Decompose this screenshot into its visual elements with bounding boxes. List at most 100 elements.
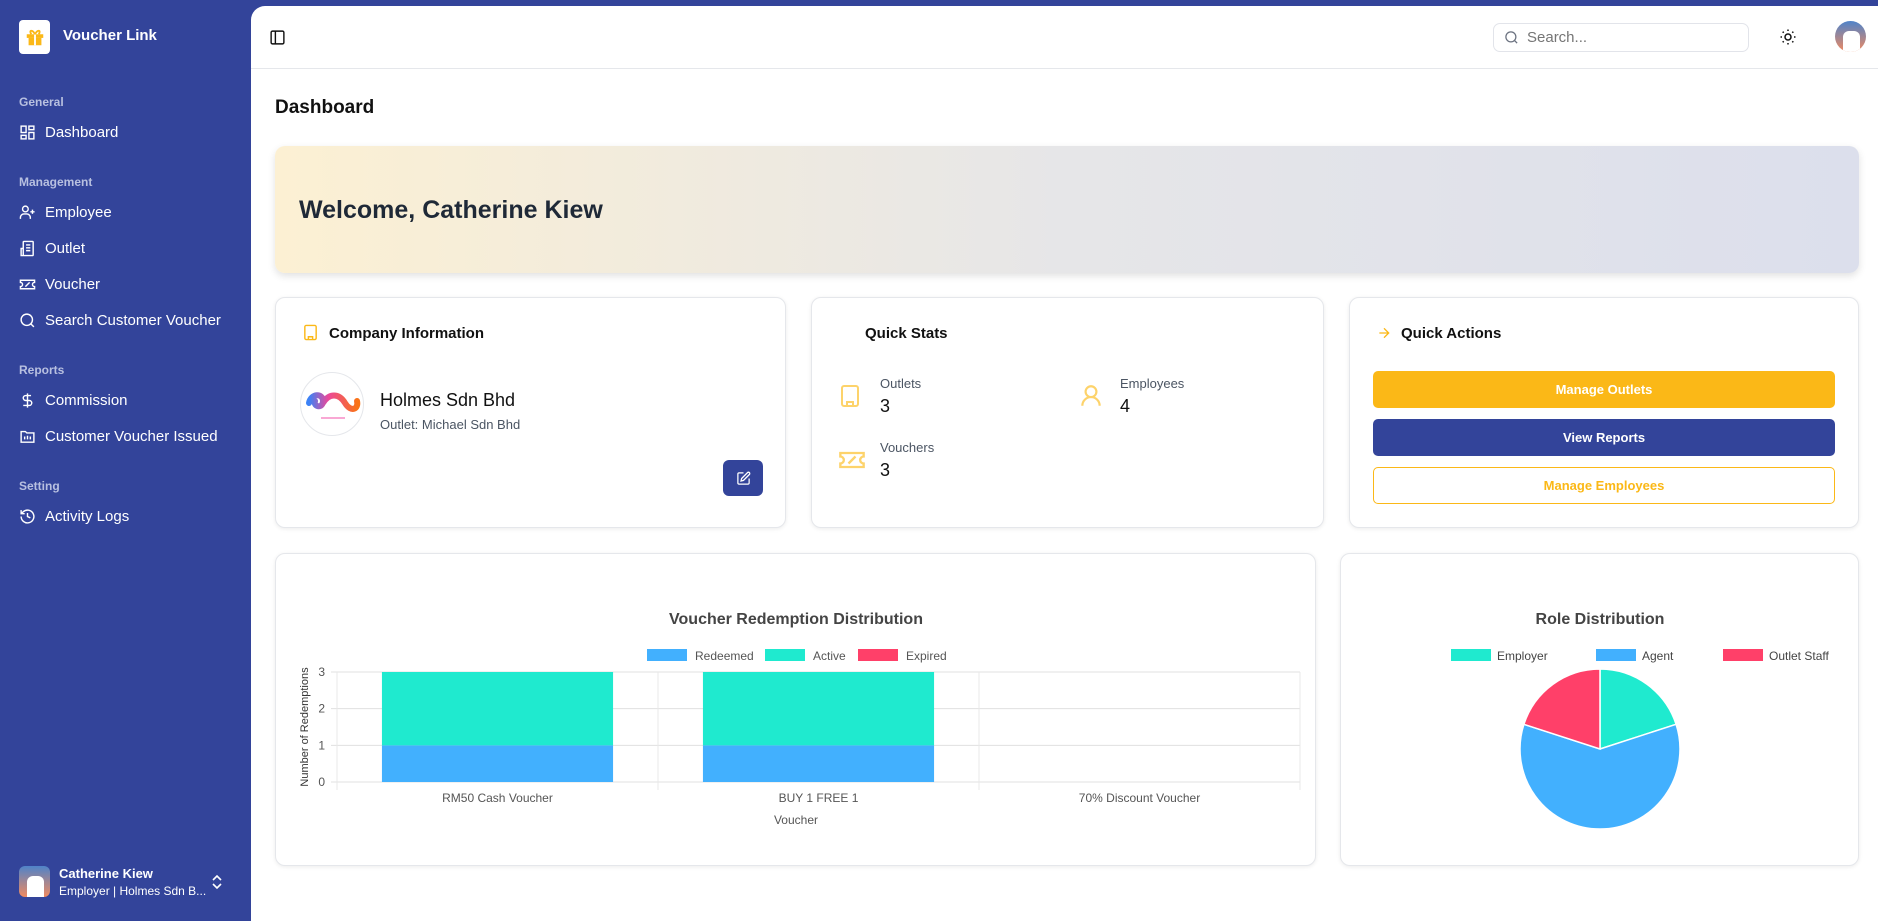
company-info-card: Company Information Holmes Sdn Bhd Outle… <box>275 297 786 528</box>
stat-employees-value: 4 <box>1120 396 1131 416</box>
vouchers-ticket-icon <box>839 451 865 469</box>
user-menu[interactable]: Catherine Kiew Employer | Holmes Sdn B..… <box>19 866 231 900</box>
stat-vouchers-value: 3 <box>880 460 891 480</box>
section-management: Management <box>19 175 93 189</box>
welcome-banner: Welcome, Catherine Kiew <box>275 146 1859 273</box>
x-axis-title: Voucher <box>774 813 818 827</box>
header-avatar[interactable] <box>1835 21 1866 52</box>
x-tick-label: BUY 1 FREE 1 <box>779 791 859 805</box>
welcome-text: Welcome, Catherine Kiew <box>299 196 603 224</box>
sidebar: Voucher Link General Dashboard Managemen… <box>0 0 251 921</box>
gift-icon <box>26 29 43 46</box>
ticket-icon <box>19 279 36 290</box>
legend-swatch-redeemed <box>647 649 687 661</box>
stat-employees-label: Employees <box>1120 376 1185 391</box>
legend-label-employer: Employer <box>1497 649 1548 663</box>
sidebar-item-label: Dashboard <box>45 124 119 141</box>
bar-active <box>381 672 614 746</box>
x-tick-label: RM50 Cash Voucher <box>442 791 553 805</box>
app-logo <box>19 20 50 54</box>
section-setting: Setting <box>19 479 60 493</box>
y-tick-label: 2 <box>318 702 325 716</box>
redemption-bar-chart: Voucher Redemption Distribution Redeemed A… <box>299 611 1301 827</box>
outlet-name: Outlet: Michael Sdn Bhd <box>380 417 521 432</box>
sidebar-item-label: Voucher <box>45 276 101 293</box>
role-pie-chart: Role Distribution Employer Agent Outlet Sta… <box>1451 611 1829 830</box>
x-tick-label: 70% Discount Voucher <box>1079 791 1200 805</box>
edit-company-button[interactable] <box>723 460 763 496</box>
app-name: Voucher Link <box>63 27 157 44</box>
sidebar-item-activity-logs[interactable]: Activity Logs <box>19 508 129 525</box>
legend-swatch-employer <box>1451 649 1491 661</box>
sidebar-item-label: Activity Logs <box>45 508 130 525</box>
chart-title: Role Distribution <box>1536 611 1665 628</box>
theme-toggle-sun-icon[interactable] <box>1779 28 1797 46</box>
bar-active <box>702 672 935 746</box>
stat-vouchers-label: Vouchers <box>880 440 935 455</box>
legend-label-active: Active <box>813 649 846 663</box>
legend-swatch-expired <box>858 649 898 661</box>
sidebar-item-outlet[interactable]: Outlet <box>19 240 85 257</box>
sidebar-item-label: Customer Voucher Issued <box>45 428 218 445</box>
page-title: Dashboard <box>275 97 375 118</box>
legend-label-agent: Agent <box>1642 649 1674 663</box>
stat-outlets-label: Outlets <box>880 376 922 391</box>
top-header <box>251 6 1878 69</box>
sidebar-item-label: Outlet <box>45 240 86 257</box>
pie-slice-employer <box>1599 668 1678 751</box>
y-tick-label: 1 <box>318 738 325 752</box>
user-plus-icon <box>19 205 35 219</box>
redemption-chart-card: Voucher Redemption Distribution Redeemed A… <box>275 553 1316 866</box>
sidebar-item-customer-voucher-issued[interactable]: Customer Voucher Issued <box>19 428 218 445</box>
sidebar-item-label: Search Customer Voucher <box>45 312 221 329</box>
folder-chart-icon <box>20 430 35 443</box>
legend-swatch-outlet-staff <box>1723 649 1763 661</box>
sidebar-item-dashboard[interactable]: Dashboard <box>19 124 118 141</box>
company-logo <box>300 372 364 436</box>
quick-stats-title: Quick Stats <box>865 325 948 342</box>
user-name: Catherine Kiew <box>59 866 153 881</box>
section-general: General <box>19 95 64 109</box>
legend-swatch-active <box>765 649 805 661</box>
legend-label-expired: Expired <box>906 649 947 663</box>
sidebar-item-label: Employee <box>45 204 112 221</box>
company-card-title: Company Information <box>329 325 485 342</box>
user-avatar <box>19 866 50 897</box>
y-tick-label: 0 <box>318 775 325 789</box>
quick-actions-card: Quick Actions Manage Outlets View Report… <box>1349 297 1859 528</box>
quick-actions-title: Quick Actions <box>1401 325 1502 342</box>
sidebar-item-search-customer-voucher[interactable]: Search Customer Voucher <box>19 312 221 329</box>
legend-label-outlet-staff: Outlet Staff <box>1769 649 1829 663</box>
dashboard-icon <box>20 125 35 140</box>
section-reports: Reports <box>19 363 65 377</box>
main-content: Dashboard Welcome, Catherine Kiew Compan… <box>251 6 1878 921</box>
search-box[interactable] <box>1493 23 1749 52</box>
pie-slice-agent <box>1519 723 1681 830</box>
building-icon <box>304 324 317 341</box>
search-icon <box>1505 31 1518 44</box>
y-axis-title: Number of Redemptions <box>299 667 311 787</box>
dollar-icon <box>22 393 33 408</box>
y-tick-label: 3 <box>318 665 325 679</box>
chart-title: Voucher Redemption Distribution <box>669 611 923 628</box>
sidebar-item-voucher[interactable]: Voucher <box>19 276 100 293</box>
bar-redeemed <box>381 745 614 782</box>
company-name: Holmes Sdn Bhd <box>380 390 516 410</box>
sidebar-item-employee[interactable]: Employee <box>19 204 112 221</box>
edit-icon <box>736 471 750 485</box>
sidebar-toggle-icon[interactable] <box>269 29 286 46</box>
view-reports-button[interactable]: View Reports <box>1373 419 1835 456</box>
role-chart-card: Role Distribution Employer Agent Outlet Sta… <box>1340 553 1859 866</box>
bar-redeemed <box>702 745 935 782</box>
manage-employees-button[interactable]: Manage Employees <box>1373 467 1835 504</box>
quick-stats-card: Quick Stats Outlets 3 Employees 4 Vouche… <box>811 297 1324 528</box>
chevrons-up-down-icon <box>212 874 222 890</box>
manage-outlets-button[interactable]: Manage Outlets <box>1373 371 1835 408</box>
search-input[interactable] <box>1527 29 1727 46</box>
sidebar-item-label: Commission <box>45 392 128 409</box>
sidebar-item-commission[interactable]: Commission <box>19 392 128 409</box>
legend-label-redeemed: Redeemed <box>695 649 754 663</box>
outlets-building-icon <box>841 385 859 407</box>
search-icon <box>20 313 35 328</box>
history-icon <box>20 509 35 524</box>
